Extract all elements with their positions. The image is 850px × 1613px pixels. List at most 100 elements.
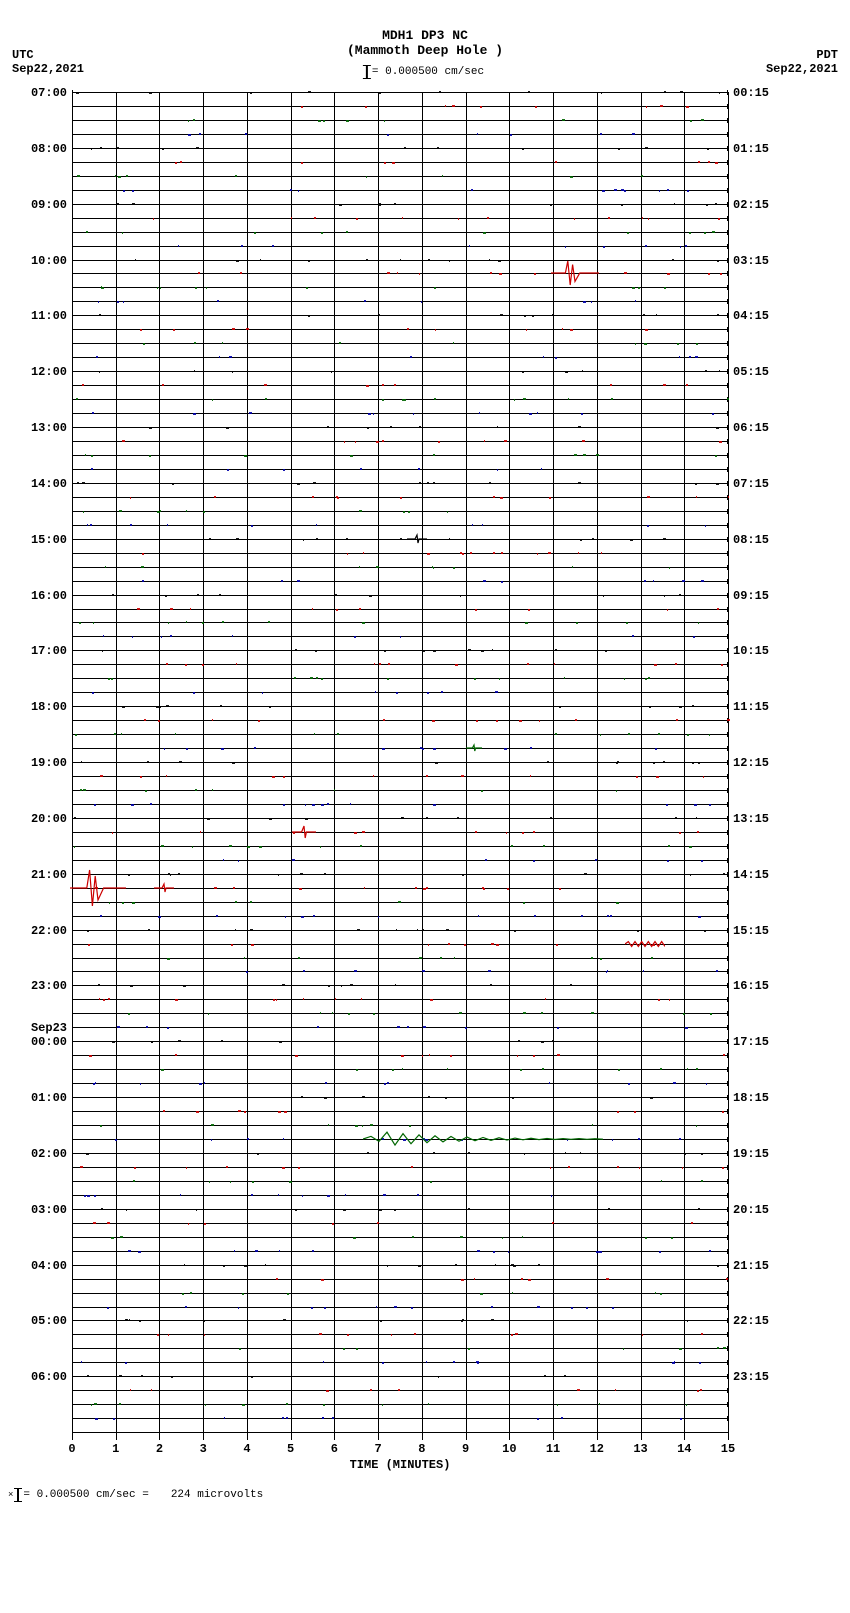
noise-speck xyxy=(550,204,552,206)
noise-speck xyxy=(659,1251,661,1253)
noise-speck xyxy=(468,1152,470,1154)
noise-speck xyxy=(212,719,213,721)
noise-speck xyxy=(483,580,486,582)
noise-speck xyxy=(232,635,233,637)
noise-speck xyxy=(362,622,365,624)
trace-row xyxy=(72,1181,728,1182)
noise-speck xyxy=(142,580,144,582)
noise-speck xyxy=(552,1040,553,1042)
noise-speck xyxy=(382,384,384,386)
noise-speck xyxy=(245,133,247,135)
noise-speck xyxy=(111,1237,114,1239)
trace-row xyxy=(72,1209,728,1210)
trace-row xyxy=(72,385,728,386)
hour-label-right: 08:15 xyxy=(733,533,788,547)
noise-speck xyxy=(312,1250,313,1252)
trace-row xyxy=(72,553,728,554)
noise-speck xyxy=(533,831,535,833)
noise-speck xyxy=(535,106,538,108)
noise-speck xyxy=(161,845,164,847)
trace-row xyxy=(72,343,728,344)
noise-speck xyxy=(470,552,472,554)
noise-speck xyxy=(180,161,183,163)
noise-speck xyxy=(373,413,374,415)
hour-label-left: 00:00 xyxy=(12,1035,67,1049)
noise-speck xyxy=(278,1111,281,1113)
noise-speck xyxy=(130,497,131,499)
hour-label-left: 20:00 xyxy=(12,812,67,826)
noise-speck xyxy=(232,762,235,764)
noise-speck xyxy=(232,371,234,373)
trace-row xyxy=(72,776,728,777)
trace-row xyxy=(72,1320,728,1321)
noise-speck xyxy=(332,1417,334,1419)
noise-speck xyxy=(313,482,316,484)
noise-speck xyxy=(675,817,676,819)
noise-speck xyxy=(82,384,84,386)
noise-speck xyxy=(120,1236,123,1238)
noise-speck xyxy=(80,1166,83,1168)
noise-speck xyxy=(354,970,356,972)
noise-speck xyxy=(331,371,332,373)
noise-speck xyxy=(193,413,196,415)
noise-speck xyxy=(474,678,476,680)
trace-row xyxy=(72,469,728,470)
noise-speck xyxy=(468,649,470,651)
noise-speck xyxy=(447,1068,448,1070)
noise-speck xyxy=(635,300,636,302)
noise-speck xyxy=(356,218,358,220)
noise-speck xyxy=(697,1390,699,1392)
noise-speck xyxy=(562,328,564,330)
noise-speck xyxy=(301,1096,303,1098)
noise-speck xyxy=(464,944,467,946)
noise-speck xyxy=(84,1195,85,1197)
noise-speck xyxy=(223,1265,225,1267)
noise-speck xyxy=(530,775,531,777)
noise-speck xyxy=(153,218,154,220)
noise-speck xyxy=(341,985,343,987)
noise-speck xyxy=(651,957,653,959)
noise-speck xyxy=(272,245,274,247)
noise-speck xyxy=(113,1418,115,1420)
noise-speck xyxy=(107,1307,109,1309)
noise-speck xyxy=(144,719,147,721)
noise-speck xyxy=(658,999,660,1001)
noise-speck xyxy=(308,91,311,93)
noise-speck xyxy=(394,384,396,386)
noise-speck xyxy=(612,1307,614,1309)
noise-speck xyxy=(402,217,403,219)
noise-speck xyxy=(463,1279,465,1281)
trace-row xyxy=(72,692,728,693)
noise-speck xyxy=(564,677,565,679)
noise-speck xyxy=(265,398,267,400)
noise-speck xyxy=(92,692,94,694)
noise-speck xyxy=(321,232,323,234)
noise-speck xyxy=(119,1375,122,1377)
noise-speck xyxy=(608,1208,610,1210)
noise-speck xyxy=(383,1194,386,1196)
hour-label-left: 07:00 xyxy=(12,86,67,100)
noise-speck xyxy=(495,691,498,693)
noise-speck xyxy=(346,538,348,540)
noise-speck xyxy=(434,287,436,289)
noise-speck xyxy=(419,273,420,275)
x-axis-baseline xyxy=(72,1432,728,1433)
noise-speck xyxy=(244,957,245,959)
trace-row xyxy=(72,1013,728,1014)
noise-speck xyxy=(298,957,300,959)
noise-speck xyxy=(126,175,128,177)
noise-speck xyxy=(404,147,406,149)
noise-speck xyxy=(419,426,420,428)
noise-speck xyxy=(432,720,435,722)
hour-label-right: 21:15 xyxy=(733,1259,788,1273)
noise-speck xyxy=(614,189,617,191)
noise-speck xyxy=(504,748,506,750)
noise-speck xyxy=(283,804,285,806)
noise-speck xyxy=(363,552,364,554)
noise-speck xyxy=(478,915,479,917)
noise-speck xyxy=(570,984,572,986)
noise-speck xyxy=(423,1026,425,1028)
trace-row xyxy=(72,162,728,163)
noise-speck xyxy=(541,468,543,470)
noise-speck xyxy=(375,691,376,693)
